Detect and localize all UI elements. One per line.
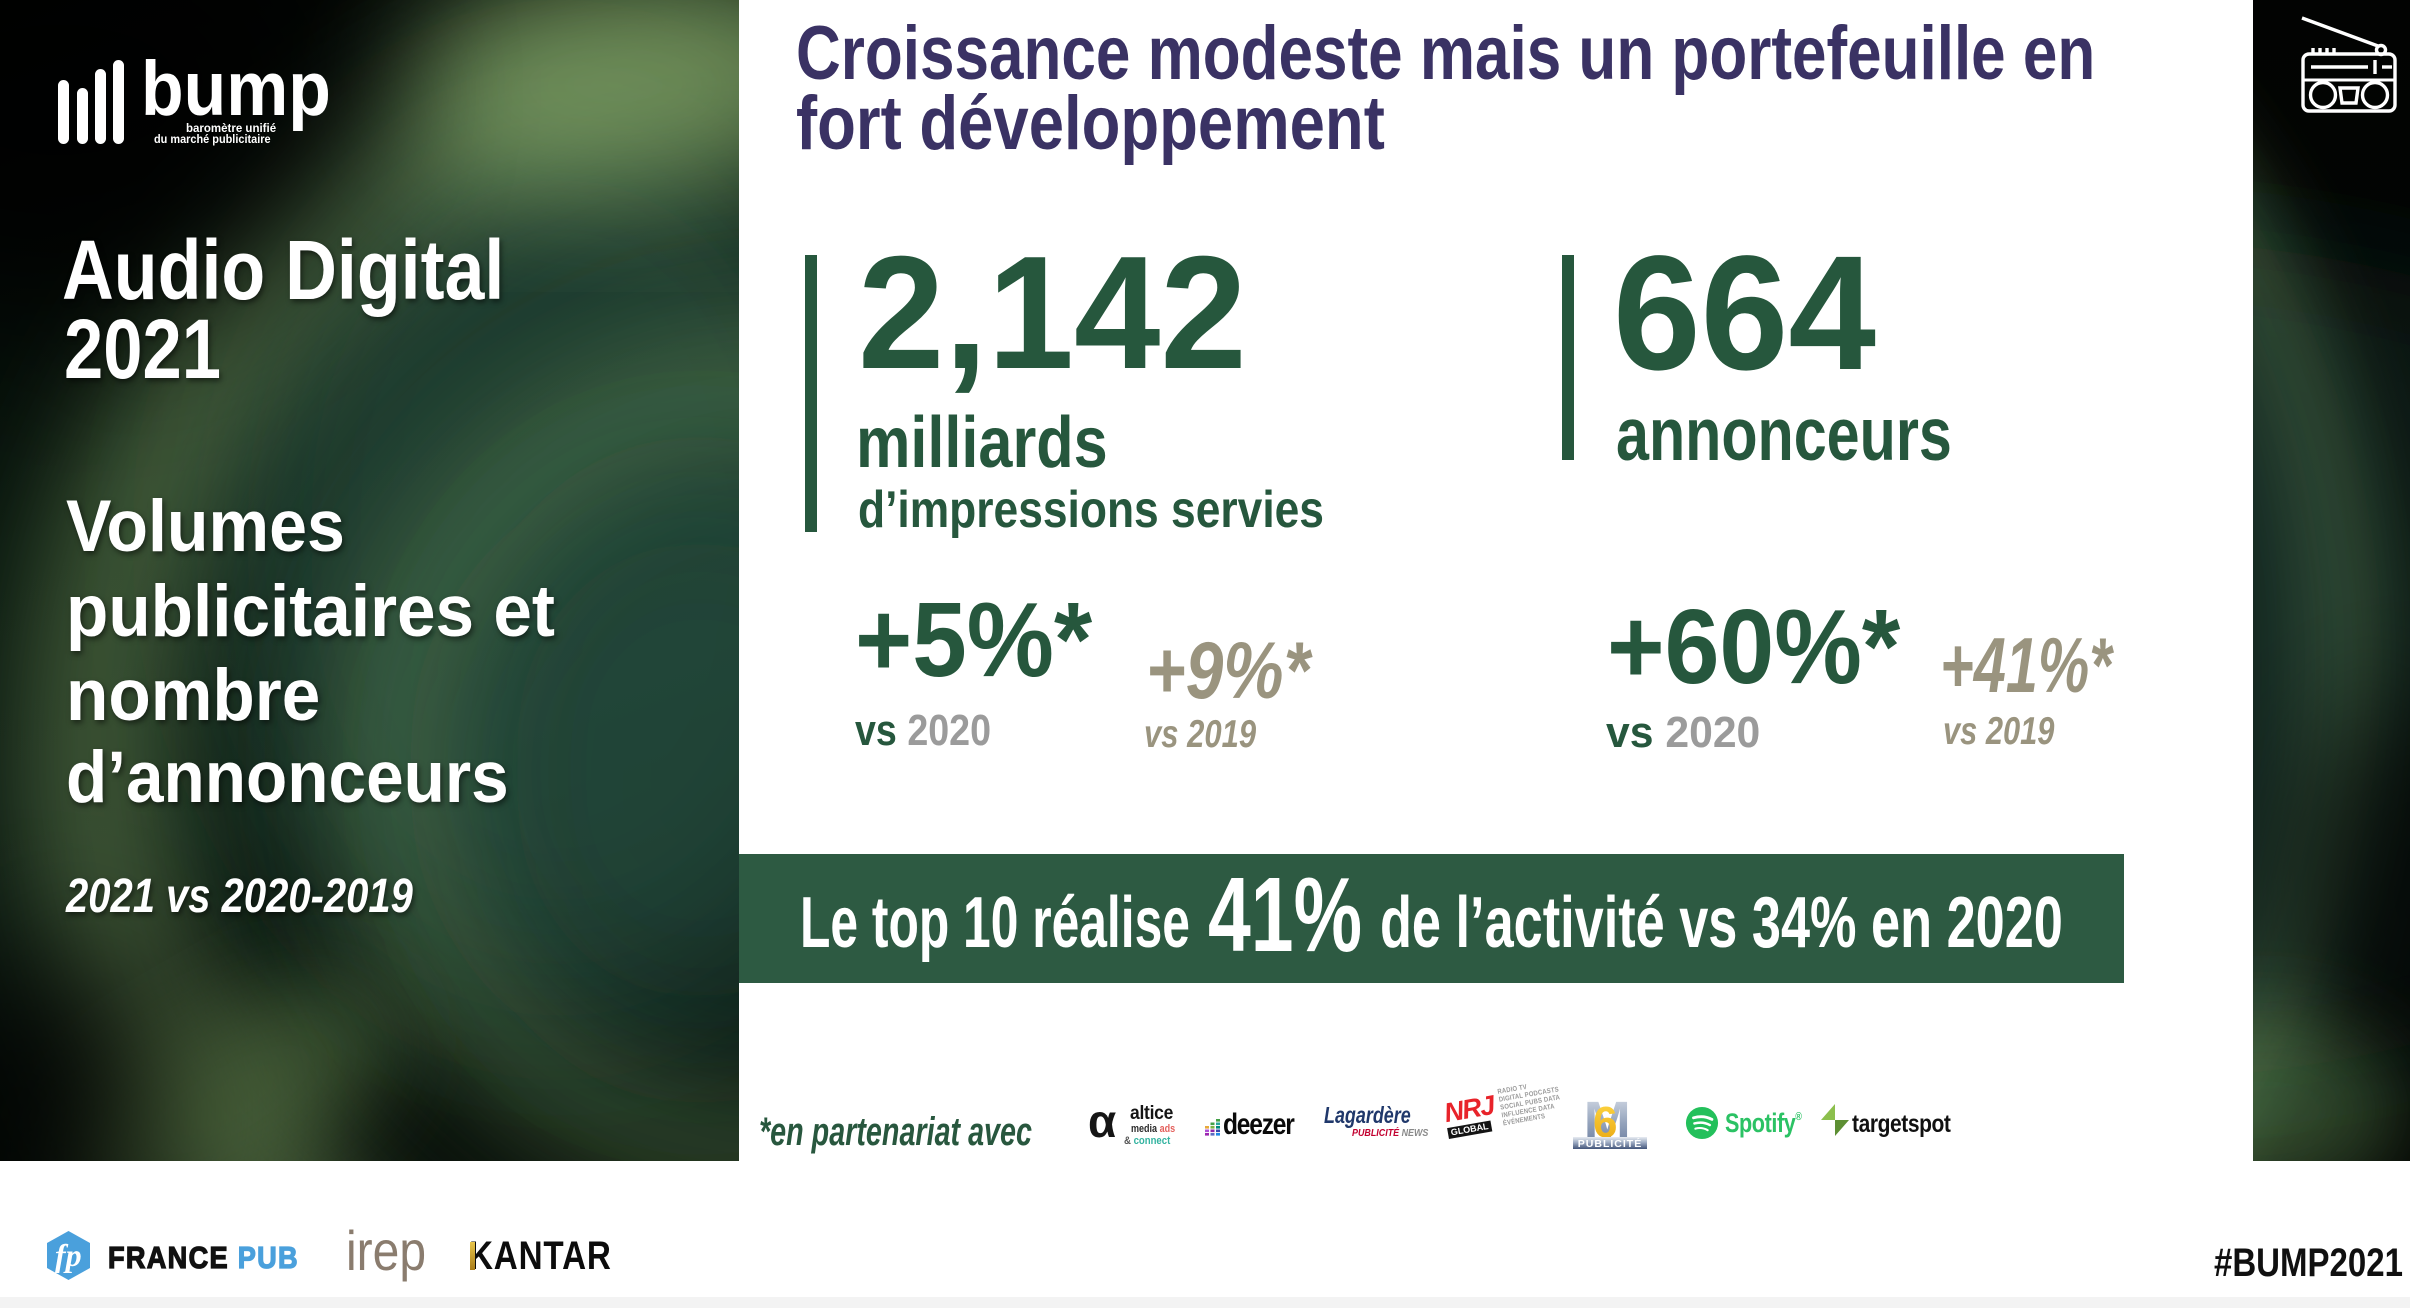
svg-text:PUBLICITÉ: PUBLICITÉ — [1578, 1137, 1642, 1150]
svg-text:fp: fp — [55, 1237, 82, 1273]
